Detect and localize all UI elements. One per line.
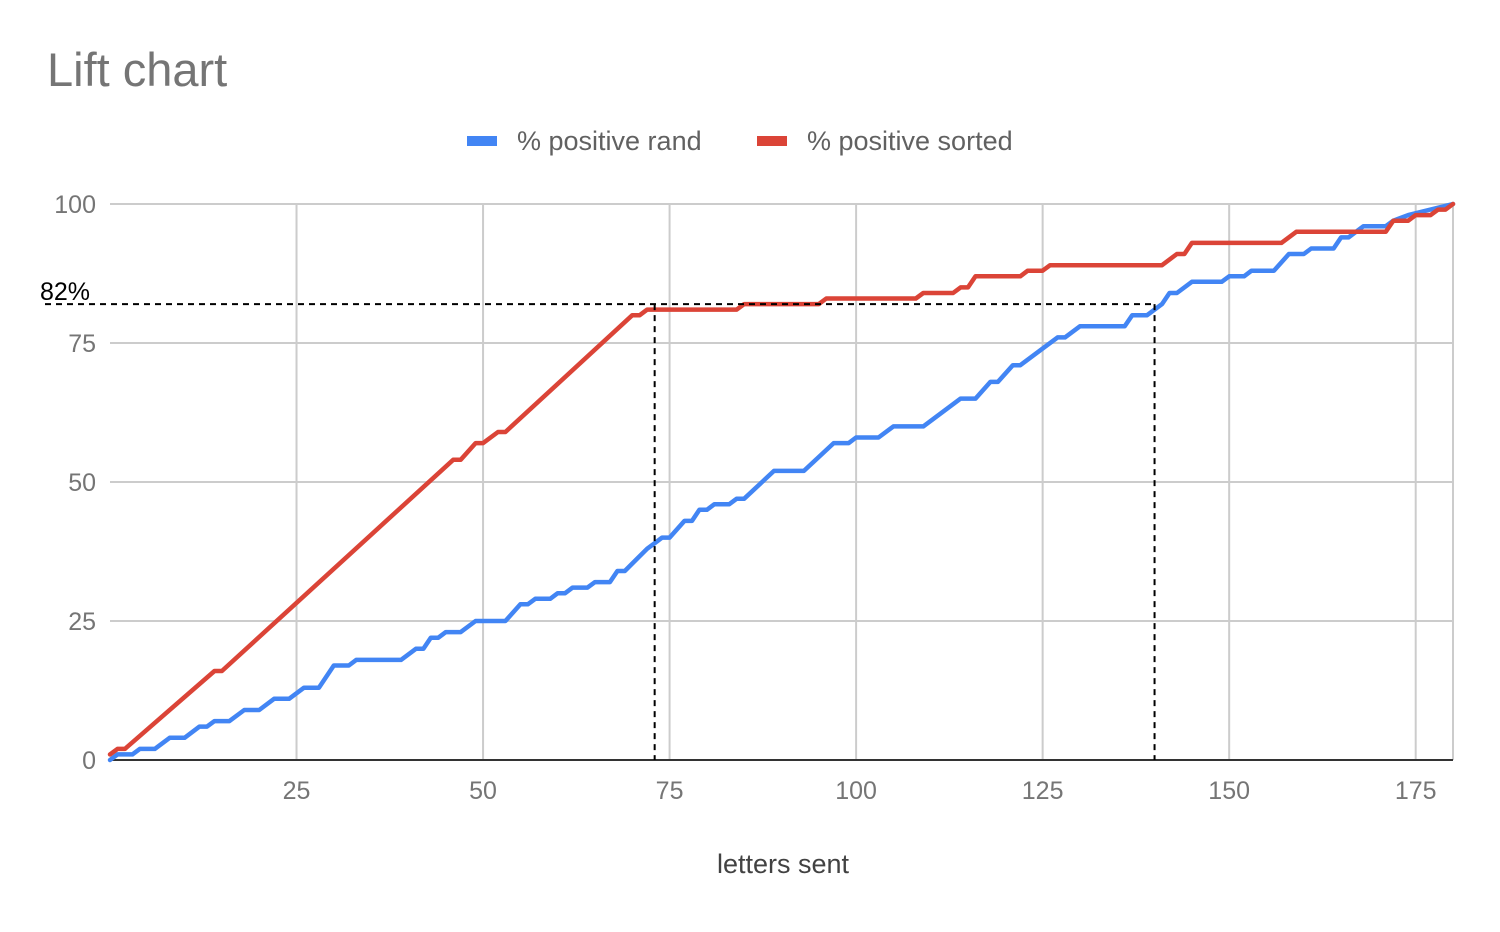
x-axis-ticks: 25 50 75 100 125 150 175 — [283, 777, 1437, 805]
chart-title: Lift chart — [47, 43, 227, 96]
y-tick-label: 0 — [82, 747, 96, 775]
y-tick-label: 25 — [68, 608, 96, 636]
x-tick-label: 100 — [835, 777, 877, 805]
y-axis-ticks: 0 25 50 75 100 — [54, 191, 96, 775]
y-tick-label: 75 — [68, 330, 96, 358]
x-tick-label: 25 — [283, 777, 311, 805]
legend-label: % positive rand — [517, 126, 702, 156]
y-tick-label: 100 — [54, 191, 96, 219]
series-line-sorted — [107, 201, 1456, 757]
x-tick-label: 150 — [1208, 777, 1250, 805]
series-line-rand — [107, 201, 1456, 763]
annotation-label: 82% — [40, 278, 90, 306]
series-lines — [107, 201, 1456, 763]
legend-label: % positive sorted — [807, 126, 1013, 156]
legend-swatch — [757, 136, 787, 146]
x-tick-label: 175 — [1395, 777, 1437, 805]
annotation-lines — [45, 303, 1156, 760]
x-axis-label: letters sent — [717, 849, 850, 879]
legend-swatch — [467, 136, 497, 146]
x-tick-label: 75 — [656, 777, 684, 805]
y-tick-label: 50 — [68, 469, 96, 497]
x-tick-label: 125 — [1022, 777, 1064, 805]
x-tick-label: 50 — [469, 777, 497, 805]
legend: % positive rand % positive sorted — [467, 126, 1013, 156]
